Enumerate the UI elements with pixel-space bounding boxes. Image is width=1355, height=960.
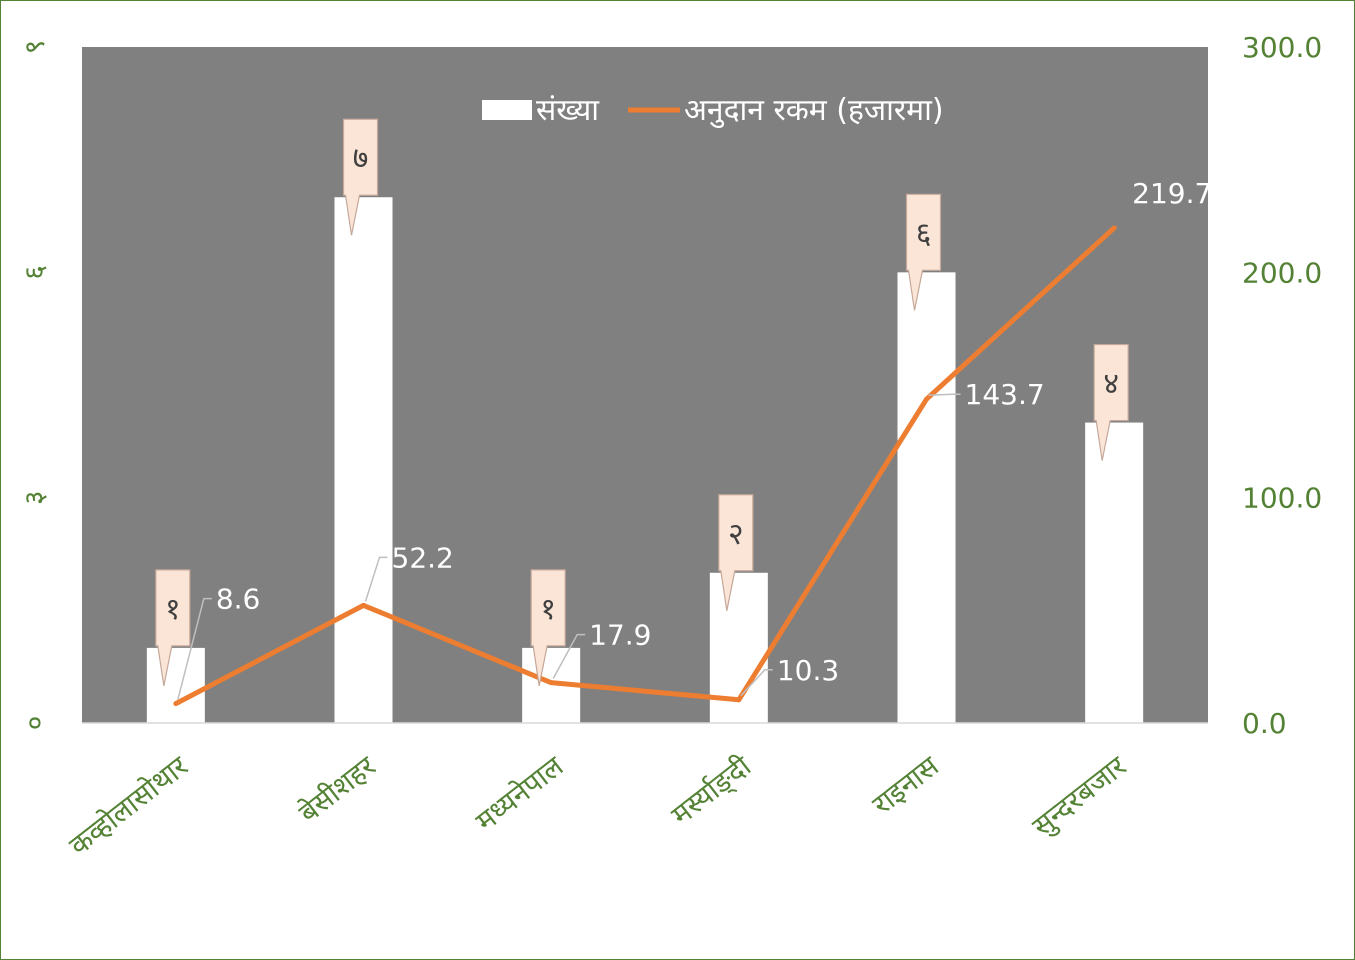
line-label-leader-1 xyxy=(177,597,212,700)
line-point-6 xyxy=(1111,225,1117,231)
right-tick-label-2: 100.0 xyxy=(1242,482,1322,515)
left-tick-label-3: ६ xyxy=(18,265,51,280)
left-tick-label-2: ३ xyxy=(18,490,51,505)
right-tick-label-4: 300.0 xyxy=(1242,31,1322,64)
x-tick-label-5: राइनास xyxy=(866,749,946,821)
line-series-grant-amount xyxy=(174,226,1116,706)
bar-callout-6 xyxy=(1093,343,1129,461)
bar-5 xyxy=(897,272,956,723)
bar-value-label-2: ७ xyxy=(353,141,369,176)
line-label-leader-2 xyxy=(364,556,388,602)
bar-callouts-group: १ ७ १ २ ६ ४ xyxy=(155,118,1129,687)
x-tick-label-4: मर्स्याङ्दी xyxy=(665,749,758,833)
left-tick-label-1: ० xyxy=(18,716,51,731)
line-label-leader-4 xyxy=(740,669,773,697)
bar-callout-1 xyxy=(155,569,191,687)
line-value-label-2: 52.2 xyxy=(392,541,454,574)
bar-1 xyxy=(146,647,205,723)
line-labels-group: 8.6 52.2 17.9 10.3 143.7 219.7 xyxy=(177,177,1212,700)
x-tick-label-1: कव्होलासोथार xyxy=(63,749,195,862)
line-label-leader-5 xyxy=(928,393,961,396)
bar-value-label-4: २ xyxy=(728,517,744,552)
bar-value-label-3: १ xyxy=(540,592,556,627)
right-axis: 0.0 100.0 200.0 300.0 xyxy=(1242,31,1322,740)
right-tick-label-3: 200.0 xyxy=(1242,256,1322,289)
line-value-label-3: 17.9 xyxy=(589,619,651,652)
x-tick-label-3: मध्यनेपाल xyxy=(469,749,570,838)
line-point-3 xyxy=(548,680,554,686)
bar-callout-5 xyxy=(905,193,942,311)
bar-value-label-1: १ xyxy=(165,592,181,627)
x-axis: कव्होलासोथार बेसीशहर मध्यनेपाल मर्स्याङ्दी र… xyxy=(63,749,1134,862)
left-tick-label-4: ९ xyxy=(18,40,51,55)
line-point-4 xyxy=(736,697,742,703)
bar-value-label-6: ४ xyxy=(1103,367,1119,402)
plot-area xyxy=(82,47,1208,723)
bar-callout-3 xyxy=(530,569,566,687)
line-value-label-5: 143.7 xyxy=(965,378,1045,411)
legend-label-bar: संख्या xyxy=(536,93,600,128)
bar-callout-2 xyxy=(342,118,379,236)
x-tick-label-2: बेसीशहर xyxy=(293,749,383,829)
line-point-1 xyxy=(173,701,179,707)
line-value-label-6: 219.7 xyxy=(1132,177,1212,210)
bar-callout-4 xyxy=(718,494,754,611)
legend: संख्या अनुदान रकम (हजारमा) xyxy=(482,93,944,129)
right-tick-label-1: 0.0 xyxy=(1242,707,1287,740)
x-tick-label-6: सुन्दरबजार xyxy=(1026,749,1134,843)
line-value-label-4: 10.3 xyxy=(777,654,839,687)
line-label-leader-3 xyxy=(552,633,586,680)
legend-swatch-bar xyxy=(482,100,532,120)
legend-label-line: अनुदान रकम (हजारमा) xyxy=(684,93,944,129)
line-point-5 xyxy=(924,396,929,402)
bar-6 xyxy=(1085,422,1144,723)
line-group xyxy=(173,225,1117,707)
bar-2 xyxy=(334,197,393,723)
left-axis: ० ३ ६ ९ xyxy=(18,40,51,731)
bar-value-label-5: ६ xyxy=(916,216,932,251)
line-value-label-1: 8.6 xyxy=(216,583,261,616)
line-point-2 xyxy=(361,602,366,608)
bars-group xyxy=(82,197,1208,724)
